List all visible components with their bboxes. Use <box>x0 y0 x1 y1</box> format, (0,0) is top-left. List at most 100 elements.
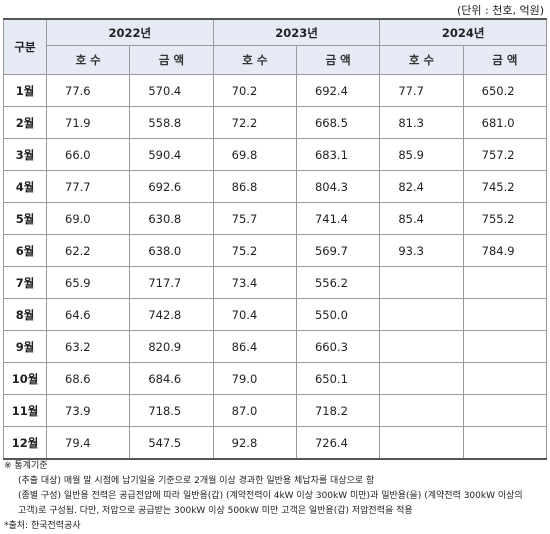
month-label: 7월 <box>3 266 47 299</box>
cell: 547.5 <box>129 426 214 460</box>
cell: 77.7 <box>379 74 464 107</box>
cell: 92.8 <box>212 426 297 460</box>
cell: 73.4 <box>212 266 297 299</box>
table-row: 7월 65.9 717.7 73.4 556.2 <box>3 266 548 299</box>
cell: 717.7 <box>129 266 214 299</box>
note-line: (추출 대상) 매월 말 시점에 납기일을 기준으로 2개월 이상 경과한 일반… <box>18 476 375 486</box>
table-row: 1월 77.6 570.4 70.2 692.4 77.7 650.2 <box>3 74 548 107</box>
cell: 81.3 <box>379 106 464 139</box>
month-label: 3월 <box>3 138 47 171</box>
cell <box>379 426 464 460</box>
cell: 69.0 <box>45 202 131 235</box>
month-label: 10월 <box>3 362 47 395</box>
cell: 741.4 <box>295 202 381 235</box>
cell: 86.8 <box>212 170 297 203</box>
cell: 68.6 <box>45 362 131 395</box>
cell: 87.0 <box>212 394 297 427</box>
cell: 65.9 <box>45 266 131 299</box>
cell: 550.0 <box>295 298 381 331</box>
year: 2024년 <box>379 18 547 46</box>
table-row: 5월 69.0 630.8 75.7 741.4 85.4 755.2 <box>3 202 548 235</box>
cell: 745.2 <box>462 170 548 203</box>
cell: 742.8 <box>129 298 214 331</box>
cell <box>379 362 464 395</box>
table-body: 1월 77.6 570.4 70.2 692.4 77.7 650.2 2월 71.9 558.8… <box>3 74 548 460</box>
note-line: 고객)로 구성됨. 다만, 저압으로 공급받는 300kW 이상 500kW 미… <box>18 506 413 516</box>
cell: 70.4 <box>212 298 297 331</box>
cell: 590.4 <box>129 138 214 171</box>
cell <box>379 298 464 331</box>
table-row: 3월 66.0 590.4 69.8 683.1 85.9 757.2 <box>3 138 548 171</box>
year-row: 구분 2022년 2023년 2024년 <box>3 18 547 75</box>
corner: 구분 <box>3 18 47 75</box>
cell: 64.6 <box>45 298 131 331</box>
subheader: 호 수 <box>212 45 297 75</box>
subheader-row: 호 수 금 액 호 수 금 액 호 수 금 액 <box>4 45 548 75</box>
table-row: 9월 63.2 820.9 86.4 660.3 <box>3 330 548 363</box>
cell: 630.8 <box>129 202 214 235</box>
cell: 692.4 <box>295 74 381 107</box>
month-label: 2월 <box>3 106 47 139</box>
table-row: 12월 79.4 547.5 92.8 726.4 <box>3 426 548 460</box>
cell: 757.2 <box>462 138 548 171</box>
cell <box>462 394 548 427</box>
cell: 66.0 <box>45 138 131 171</box>
month-label: 9월 <box>3 330 47 363</box>
month-label: 1월 <box>3 74 47 107</box>
year: 2023년 <box>212 18 381 46</box>
cell: 93.3 <box>379 234 464 267</box>
source: *출처: 한국전력공사 <box>4 521 81 531</box>
cell <box>379 394 464 427</box>
data-table: 구분 2022년 2023년 2024년 호 수 금 액 호 수 금 액 호 수… <box>3 18 548 460</box>
cell: 77.6 <box>45 74 131 107</box>
cell: 71.9 <box>45 106 131 139</box>
cell: 668.5 <box>295 106 381 139</box>
cell: 72.2 <box>212 106 297 139</box>
month-label: 5월 <box>3 202 47 235</box>
month-label: 8월 <box>3 298 47 331</box>
year: 2022년 <box>46 18 214 46</box>
table-row: 10월 68.6 684.6 79.0 650.1 <box>3 362 548 395</box>
month-label: 6월 <box>3 234 47 267</box>
cell: 820.9 <box>129 330 214 363</box>
cell: 77.7 <box>45 170 131 203</box>
note-line: (종별 구성) 일반용 전력은 공급전압에 따라 일반용(갑) (계약전력이 4… <box>18 491 523 501</box>
cell: 718.2 <box>295 394 381 427</box>
table-row: 4월 77.7 692.6 86.8 804.3 82.4 745.2 <box>3 170 548 203</box>
cell <box>462 426 548 460</box>
notes-heading: ※ 통계기준 <box>4 461 48 471</box>
cell: 650.1 <box>295 362 381 395</box>
cell: 75.7 <box>212 202 297 235</box>
cell: 85.4 <box>379 202 464 235</box>
month-label: 11월 <box>3 394 47 427</box>
cell: 681.0 <box>462 106 548 139</box>
cell: 569.7 <box>295 234 381 267</box>
cell: 62.2 <box>45 234 131 267</box>
subheader: 금 액 <box>295 45 381 75</box>
cell: 86.4 <box>212 330 297 363</box>
notes: ※ 통계기준 (추출 대상) 매월 말 시점에 납기일을 기준으로 2개월 이상… <box>4 459 549 534</box>
month-label: 4월 <box>3 170 47 203</box>
cell: 558.8 <box>129 106 214 139</box>
cell: 79.0 <box>212 362 297 395</box>
table-row: 11월 73.9 718.5 87.0 718.2 <box>3 394 548 427</box>
cell: 718.5 <box>129 394 214 427</box>
cell: 82.4 <box>379 170 464 203</box>
notes-lines: (추출 대상) 매월 말 시점에 납기일을 기준으로 2개월 이상 경과한 일반… <box>4 474 549 519</box>
cell <box>462 298 548 331</box>
table-row: 6월 62.2 638.0 75.2 569.7 93.3 784.9 <box>3 234 548 267</box>
cell: 69.8 <box>212 138 297 171</box>
cell: 570.4 <box>129 74 214 107</box>
table-row: 8월 64.6 742.8 70.4 550.0 <box>3 298 548 331</box>
cell: 70.2 <box>212 74 297 107</box>
cell <box>379 266 464 299</box>
cell <box>379 330 464 363</box>
cell: 683.1 <box>295 138 381 171</box>
cell: 684.6 <box>129 362 214 395</box>
cell: 63.2 <box>45 330 131 363</box>
subheader: 금 액 <box>129 45 214 75</box>
subheader: 호 수 <box>45 45 131 75</box>
cell <box>462 362 548 395</box>
subheader: 금 액 <box>462 45 548 75</box>
cell: 638.0 <box>129 234 214 267</box>
